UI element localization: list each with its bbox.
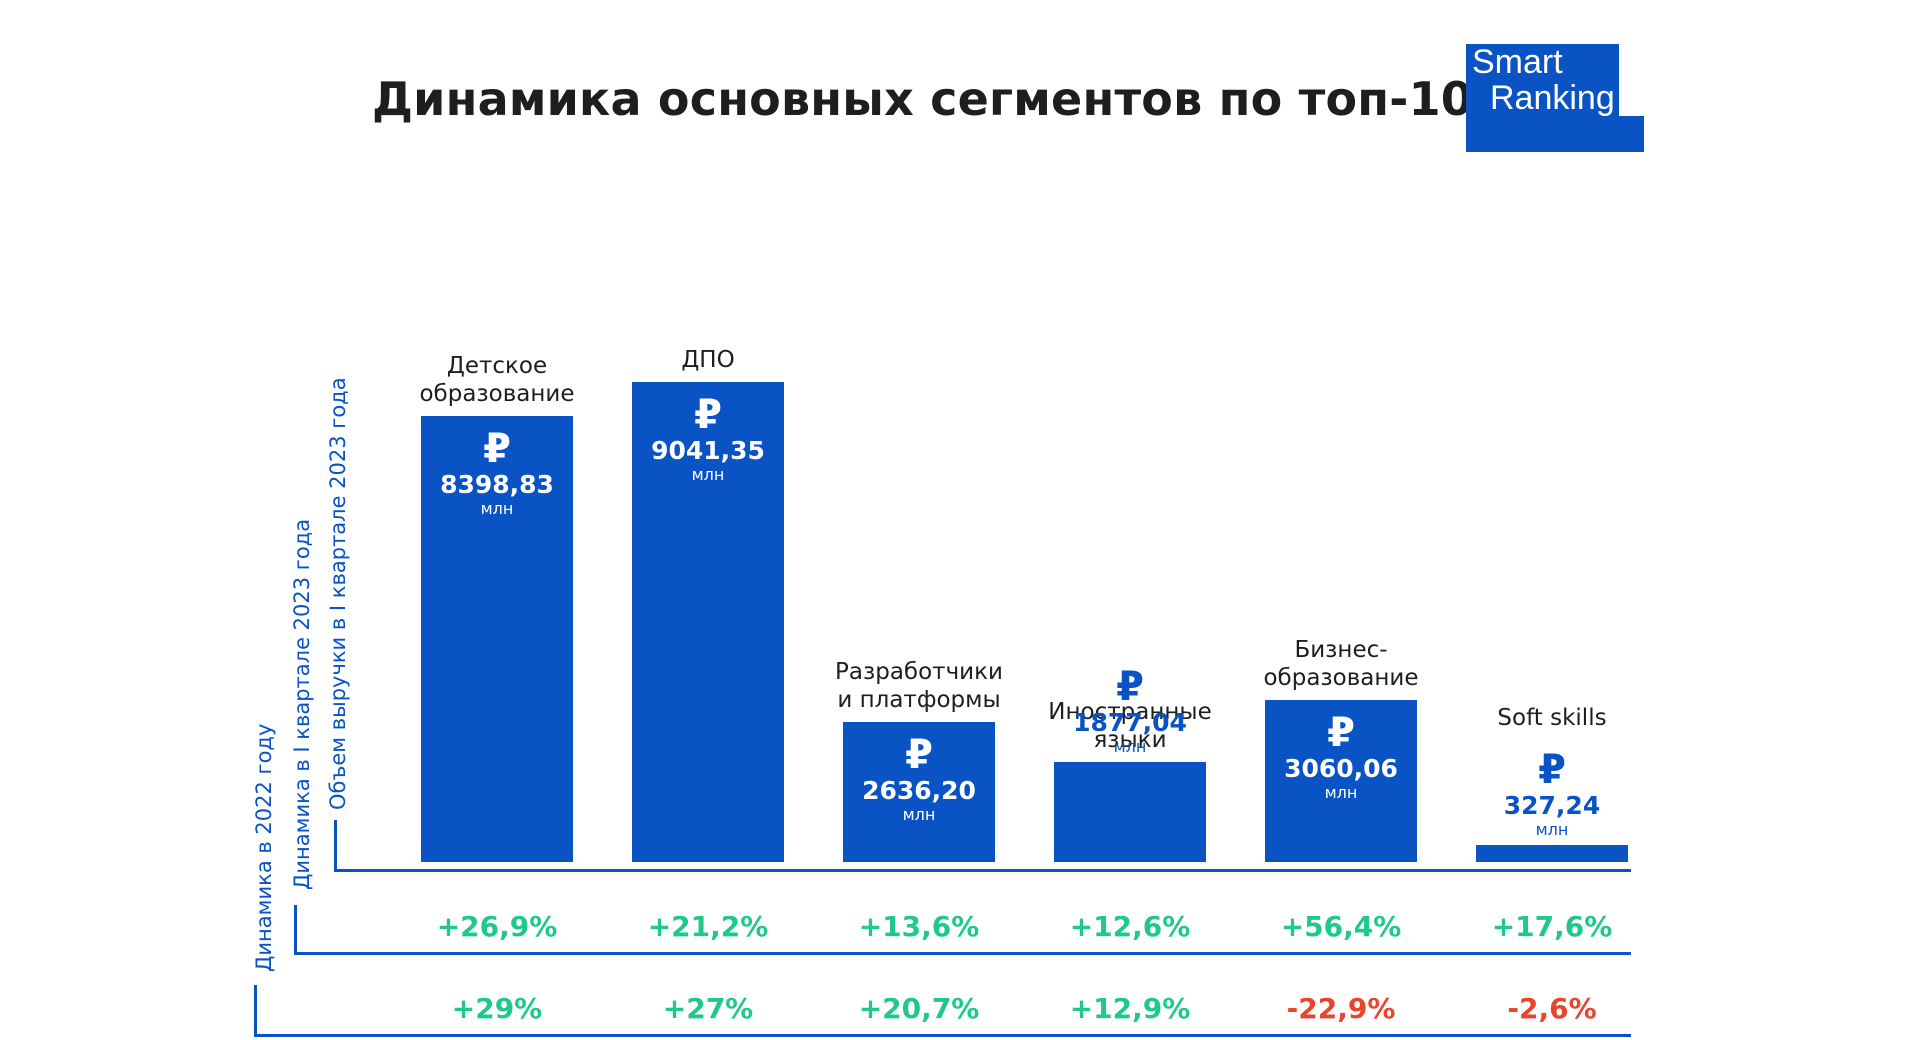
- category-label-line: и платформы: [837, 687, 1001, 714]
- ruble-icon: ₽: [1538, 746, 1566, 793]
- bar-value: 327,24: [1503, 790, 1601, 820]
- category-label-line: Бизнес-: [1294, 636, 1388, 663]
- axis-label-dynamics-2022: Динамика в 2022 году: [252, 723, 276, 972]
- bar-value-label: ₽1877,04 млн: [1054, 666, 1206, 756]
- bar-value-label: ₽8398,83 млн: [421, 428, 573, 518]
- dynamics-q1-axis-vertical: [294, 905, 297, 955]
- category-label-line: образование: [1263, 664, 1419, 691]
- axis-label-dynamics-q1-2023: Динамика в I квартале 2023 года: [290, 518, 314, 890]
- logo-block: [1466, 80, 1619, 116]
- category-label-line: Детское: [446, 353, 548, 380]
- dynamics-q1-2023-value: +21,2%: [647, 910, 769, 943]
- bar-value-label: ₽3060,06 млн: [1265, 712, 1417, 802]
- bar: [843, 722, 995, 862]
- dynamics-2022-value: -22,9%: [1286, 992, 1396, 1025]
- dynamics-q1-2023-value: +56,4%: [1280, 910, 1402, 943]
- dynamics-q1-axis-baseline: [294, 952, 1631, 955]
- logo-text-line2: Ranking: [1490, 79, 1615, 117]
- dynamics-2022-value: +29%: [451, 992, 543, 1025]
- category-label-line: Soft skills: [1497, 705, 1607, 731]
- smart-ranking-logo: Smart Ranking: [1466, 44, 1644, 152]
- category-label: Детское образование: [387, 352, 607, 408]
- bar-unit: млн: [1113, 737, 1147, 757]
- category-label: Бизнес-образование: [1231, 636, 1451, 692]
- ruble-icon: ₽: [905, 732, 933, 779]
- bar-value: 2636,20: [862, 776, 976, 806]
- bar-value: 3060,06: [1284, 753, 1398, 783]
- dynamics-2022-value: +12,9%: [1069, 992, 1191, 1025]
- dynamics-q1-2023-value: +26,9%: [436, 910, 558, 943]
- dynamics-2022-axis-baseline: [254, 1034, 1631, 1037]
- dynamics-q1-2023-value: +17,6%: [1491, 910, 1613, 943]
- category-label-line: ДПО: [681, 346, 735, 373]
- bar-value: 8398,83: [440, 470, 554, 500]
- category-label-line: образование: [419, 381, 575, 408]
- category-label: Разработчики и платформы: [809, 658, 1029, 714]
- revenue-axis-vertical: [334, 820, 337, 872]
- category-label-line: языки: [1093, 727, 1167, 754]
- logo-text-line1: Smart: [1472, 43, 1563, 81]
- chart-title: Динамика основных сегментов по топ-100: [372, 72, 1506, 126]
- bar-value-label: ₽2636,20 млн: [843, 734, 995, 824]
- bar-value-label: ₽9041,35 млн: [632, 394, 784, 484]
- bar-unit: млн: [1535, 819, 1569, 839]
- bar: [1476, 844, 1628, 862]
- bar: [1265, 699, 1417, 862]
- category-label: Soft skills: [1442, 704, 1662, 732]
- bar-value: 9041,35: [651, 435, 765, 465]
- dynamics-2022-value: +20,7%: [858, 992, 980, 1025]
- bar-unit: млн: [691, 464, 725, 484]
- bar-value-label: ₽327,24 млн: [1476, 749, 1628, 839]
- ruble-icon: ₽: [483, 426, 511, 473]
- category-label-line: Разработчики: [835, 659, 1003, 686]
- ruble-icon: ₽: [1327, 709, 1355, 756]
- category-label: Иностранные языки: [1020, 698, 1240, 754]
- bar-unit: млн: [480, 499, 514, 519]
- logo-block: [1466, 116, 1644, 152]
- ruble-icon: ₽: [1116, 664, 1144, 711]
- bar: [421, 416, 573, 862]
- bar-value: 1877,04: [1073, 708, 1187, 738]
- logo-block: [1466, 44, 1619, 80]
- bar: [632, 381, 784, 862]
- revenue-axis-baseline: [334, 869, 1631, 872]
- bar: [1054, 762, 1206, 862]
- dynamics-q1-2023-value: +13,6%: [858, 910, 980, 943]
- ruble-icon: ₽: [694, 391, 722, 438]
- category-label-line: Иностранные: [1048, 699, 1212, 726]
- bar-unit: млн: [902, 805, 936, 825]
- dynamics-2022-axis-vertical: [254, 985, 257, 1037]
- dynamics-q1-2023-value: +12,6%: [1069, 910, 1191, 943]
- bar-unit: млн: [1324, 782, 1358, 802]
- category-label: ДПО: [598, 346, 818, 374]
- dynamics-2022-value: -2,6%: [1507, 992, 1597, 1025]
- dynamics-2022-value: +27%: [662, 992, 754, 1025]
- axis-label-revenue: Объем выручки в I квартале 2023 года: [326, 377, 350, 810]
